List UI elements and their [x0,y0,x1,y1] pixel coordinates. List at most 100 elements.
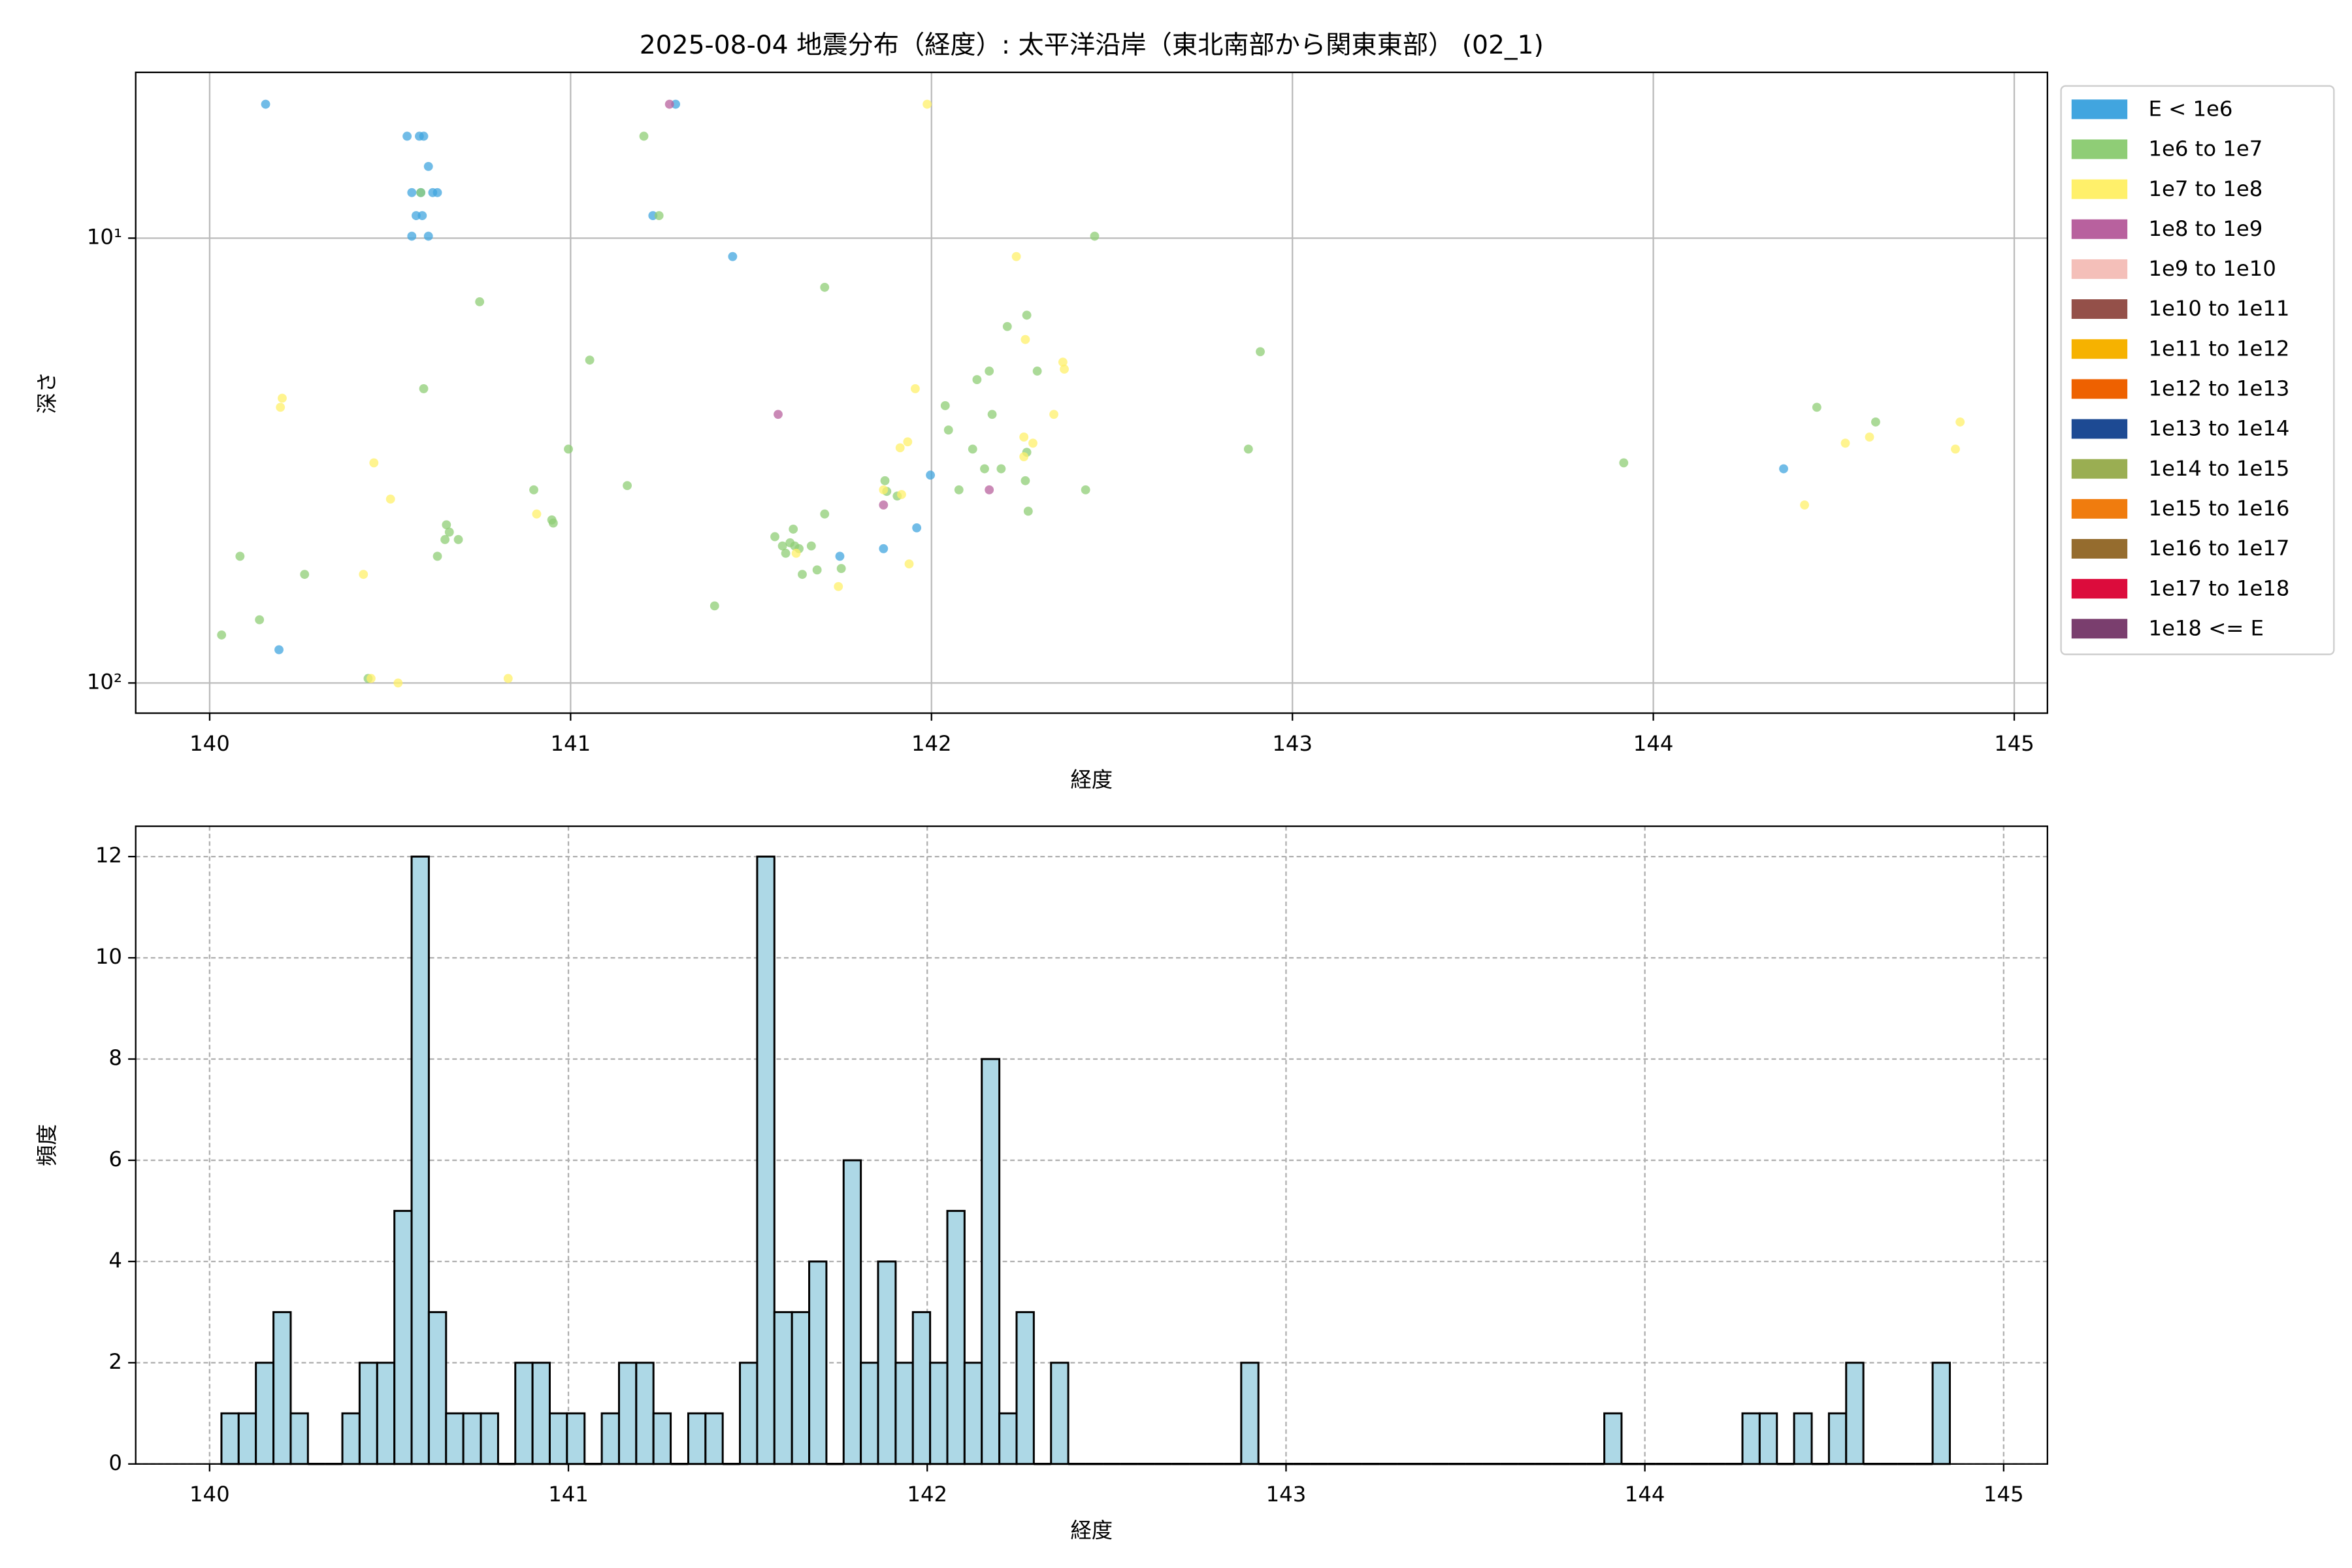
data-point [980,464,989,474]
legend-swatch [2071,619,2128,639]
data-point [812,565,822,575]
bar [617,1362,638,1465]
data-point [1081,485,1090,495]
data-point [972,375,982,384]
legend-swatch [2071,179,2128,199]
data-point [926,470,936,480]
data-point [217,630,227,640]
data-point [369,458,379,468]
bar [877,1260,897,1465]
data-point [943,425,953,435]
data-point [433,188,442,197]
legend-label: 1e13 to 1e14 [2148,416,2289,441]
data-point [1058,357,1068,367]
x-tick-label: 143 [1266,1482,1307,1507]
x-tick-label: 145 [1984,1482,2024,1507]
legend-label: E < 1e6 [2148,96,2232,121]
bar [410,855,430,1465]
data-point [777,541,787,551]
data-point [475,297,485,306]
data-point [1779,464,1788,474]
y-axis-label: 深さ [35,372,59,414]
data-point [664,99,674,109]
x-tick-label: 141 [551,731,591,756]
bar [480,1412,499,1465]
data-point [940,400,950,410]
data-point [835,551,845,561]
data-point [985,485,994,495]
data-point [987,410,997,419]
legend-label: 1e8 to 1e9 [2148,216,2262,241]
legend-swatch [2071,498,2128,519]
y-tick-label: 4 [108,1248,122,1273]
data-point [366,674,376,683]
bar [929,1362,949,1465]
data-point [442,520,451,530]
data-point [1619,458,1629,468]
bar [1050,1362,1070,1465]
bar [1793,1412,1813,1465]
data-point [423,231,433,241]
bar [358,1362,378,1465]
y-tick-label: 12 [95,843,122,868]
data-point [1022,310,1032,320]
y-tick-label: 8 [108,1045,122,1070]
data-point [781,548,791,558]
data-point [728,252,738,261]
legend: E < 1e6 1e6 to 1e7 1e7 to 1e8 1e8 to 1e9 1e9… [2060,85,2335,655]
x-tick-label: 140 [189,1482,230,1507]
data-point [417,211,427,220]
bar [255,1362,275,1465]
data-point [393,678,403,688]
bar [272,1311,292,1465]
data-point [820,282,830,292]
bar [566,1412,586,1465]
bar [860,1362,879,1465]
x-tick-label: 140 [189,731,230,756]
data-point [503,674,513,683]
data-point [1243,444,1253,454]
data-point [416,188,426,197]
y-tick-label: 10 [95,944,122,969]
legend-label: 1e14 to 1e15 [2148,456,2289,481]
data-point [806,541,816,551]
x-axis-label: 経度 [1070,1518,1113,1543]
data-point [996,464,1006,474]
data-point [789,524,798,534]
plot-frame [135,825,2048,1465]
data-point [547,515,557,525]
bar [911,1311,932,1465]
legend-swatch [2071,219,2128,239]
data-point [1011,252,1021,261]
data-point [834,581,843,591]
legend-label: 1e16 to 1e17 [2148,536,2289,561]
data-point [359,570,368,580]
x-axis-label: 経度 [1070,767,1113,792]
data-point [1019,452,1029,461]
bar [1240,1362,1260,1465]
data-point [529,485,538,495]
data-point [923,99,932,109]
legend-swatch [2071,379,2128,399]
bar [237,1412,257,1465]
bar [531,1362,551,1465]
y-tick-label: 10² [87,669,122,694]
bar [548,1412,568,1465]
data-point [255,615,265,625]
data-point [235,551,245,561]
data-point [419,384,429,393]
data-point [1090,231,1100,241]
legend-label: 1e9 to 1e10 [2148,256,2276,281]
y-tick-label: 0 [108,1450,122,1475]
legend-label: 1e6 to 1e7 [2148,137,2262,161]
legend-label: 1e17 to 1e18 [2148,576,2289,600]
data-point [1002,321,1012,331]
data-point [1021,476,1030,485]
x-tick-label: 143 [1272,731,1313,756]
bar [427,1311,448,1465]
data-point [564,444,573,454]
data-point [1028,438,1037,448]
bar [600,1412,620,1465]
data-point [954,485,964,495]
